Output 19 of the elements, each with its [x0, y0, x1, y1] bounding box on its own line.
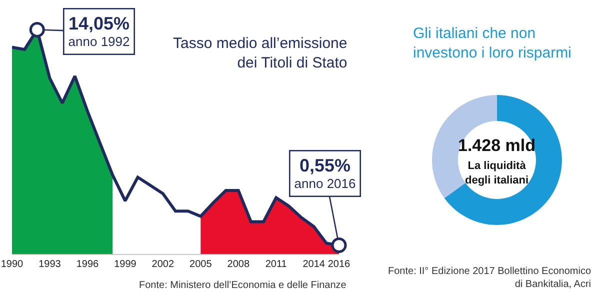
- x-tick-label: 1990: [0, 259, 24, 270]
- text: 1.428 mld: [458, 136, 536, 155]
- x-tick-label: 2008: [227, 259, 250, 270]
- text: La liquidità degli italiani: [465, 160, 529, 186]
- slice-label: Gli italiani che non investono i loro risparmi: [413, 25, 572, 62]
- x-tick-label: 2005: [190, 259, 212, 270]
- source-note: Fonte: Ministero dell’Economia e delle Finanze: [139, 280, 347, 291]
- x-tick-label: 2011: [265, 259, 288, 270]
- x-tick-label: 1999: [114, 259, 137, 270]
- x-tick-label: 2002: [152, 259, 174, 270]
- source-note: Fonte: II° Edizione 2017 Bollettino Economico di Bankitalia, Acri: [388, 266, 592, 290]
- x-tick-label: 2014: [302, 259, 326, 270]
- text: Tasso medio all’emissione dei Titoli di Stato: [173, 35, 348, 72]
- annotation: 0,55% anno 2016: [294, 155, 356, 192]
- donut-slice: [444, 95, 562, 225]
- x-tick-label: 2016: [328, 259, 351, 270]
- annotation: 14,05% anno 1992: [68, 13, 130, 50]
- x-tick-label: 1996: [76, 259, 100, 270]
- x-tick-label: 1993: [38, 259, 62, 270]
